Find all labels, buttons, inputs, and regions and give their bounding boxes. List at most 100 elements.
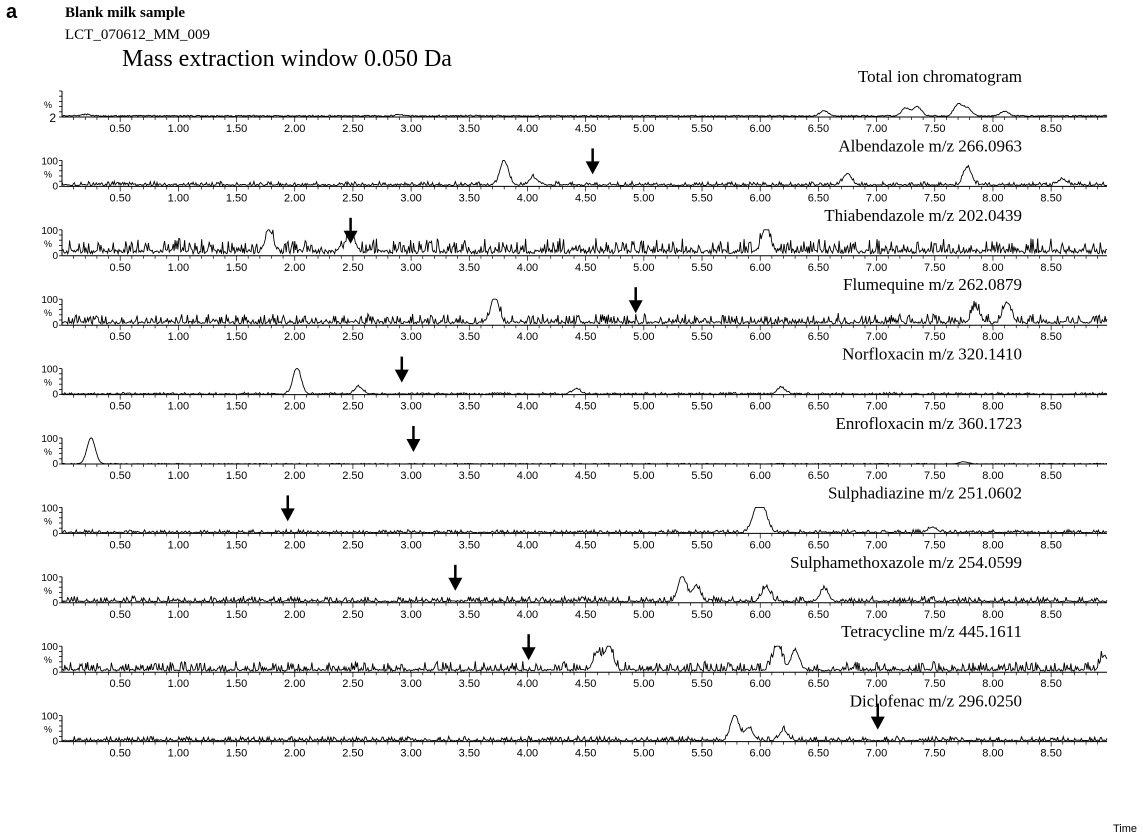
y-tick-label: 0 bbox=[52, 390, 58, 401]
chromatogram-panels: Total ion chromatogram 2% 0.50 1.00 1.50 2.00… bbox=[41, 67, 1108, 760]
x-tick-label: 6.50 bbox=[808, 470, 829, 482]
x-tick-label: 6.50 bbox=[808, 331, 829, 343]
x-tick-label: 4.50 bbox=[575, 539, 596, 551]
x-tick-label: 8.50 bbox=[1040, 123, 1061, 135]
y-tick-label: 100 bbox=[41, 642, 58, 653]
x-tick-label: 2.50 bbox=[342, 123, 363, 135]
x-tick-label: 8.00 bbox=[982, 401, 1003, 413]
panel-title: Tetracycline m/z 445.1611 bbox=[841, 622, 1022, 641]
x-tick-label: 0.50 bbox=[109, 262, 130, 274]
chromatogram-trace bbox=[61, 159, 1108, 188]
x-tick-label: 1.50 bbox=[226, 192, 247, 204]
x-tick-label: 7.50 bbox=[924, 331, 945, 343]
x-tick-label: 1.50 bbox=[226, 123, 247, 135]
x-tick-label: 6.00 bbox=[750, 748, 771, 760]
x-tick-label: 7.50 bbox=[924, 401, 945, 413]
x-tick-label: 0.50 bbox=[109, 470, 130, 482]
x-tick-label: 6.50 bbox=[808, 262, 829, 274]
x-tick-label: 0.50 bbox=[109, 678, 130, 690]
x-tick-label: 6.50 bbox=[808, 401, 829, 413]
x-tick-label: 1.00 bbox=[168, 470, 189, 482]
x-tick-label: 7.50 bbox=[924, 470, 945, 482]
x-tick-label: 2.00 bbox=[284, 123, 305, 135]
down-arrow-icon bbox=[394, 369, 409, 383]
x-tick-label: 3.50 bbox=[459, 748, 480, 760]
down-arrow-icon bbox=[628, 300, 643, 314]
x-tick-label: 2.50 bbox=[342, 331, 363, 343]
chromatogram-panel: Sulphamethoxazole m/z 254.0599 100 0% 0.50 1… bbox=[41, 553, 1108, 621]
x-tick-label: 8.00 bbox=[982, 539, 1003, 551]
x-tick-label: 4.00 bbox=[517, 192, 538, 204]
x-tick-label: 3.00 bbox=[400, 609, 421, 621]
x-tick-label: 5.00 bbox=[633, 539, 654, 551]
y-tick-label: 2 bbox=[49, 111, 56, 125]
x-tick-label: 3.50 bbox=[459, 609, 480, 621]
x-tick-label: 8.00 bbox=[982, 748, 1003, 760]
panel-title: Flumequine m/z 262.0879 bbox=[843, 275, 1022, 294]
x-tick-label: 8.00 bbox=[982, 609, 1003, 621]
x-tick-label: 7.00 bbox=[866, 123, 887, 135]
x-tick-label: 1.00 bbox=[168, 262, 189, 274]
y-tick-label: 0 bbox=[52, 251, 58, 262]
y-axis-label: % bbox=[44, 586, 52, 596]
x-tick-label: 8.50 bbox=[1040, 192, 1061, 204]
x-tick-label: 7.50 bbox=[924, 123, 945, 135]
x-tick-label: 7.00 bbox=[866, 678, 887, 690]
x-tick-label: 4.00 bbox=[517, 678, 538, 690]
x-tick-label: 2.00 bbox=[284, 539, 305, 551]
x-tick-label: 4.50 bbox=[575, 192, 596, 204]
panel-title: Albendazole m/z 266.0963 bbox=[838, 136, 1022, 155]
x-tick-label: 6.50 bbox=[808, 192, 829, 204]
chromatogram-panel: Total ion chromatogram 2% 0.50 1.00 1.50 2.00… bbox=[44, 67, 1108, 135]
x-tick-label: 8.00 bbox=[982, 262, 1003, 274]
x-tick-label: 8.50 bbox=[1040, 331, 1061, 343]
x-tick-label: 0.50 bbox=[109, 748, 130, 760]
x-tick-label: 8.50 bbox=[1040, 401, 1061, 413]
x-tick-label: 0.50 bbox=[109, 331, 130, 343]
x-tick-label: 8.00 bbox=[982, 331, 1003, 343]
y-tick-label: 0 bbox=[52, 459, 58, 470]
x-tick-label: 4.00 bbox=[517, 539, 538, 551]
x-tick-label: 5.00 bbox=[633, 678, 654, 690]
x-tick-label: 1.50 bbox=[226, 470, 247, 482]
y-axis-label: % bbox=[44, 516, 52, 526]
x-tick-label: 3.50 bbox=[459, 470, 480, 482]
x-tick-label: 4.00 bbox=[517, 609, 538, 621]
x-tick-label: 3.50 bbox=[459, 331, 480, 343]
chromatogram-panel: Norfloxacin m/z 320.1410 100 0% 0.50 1.00 1.5… bbox=[41, 345, 1108, 413]
x-tick-label: 3.00 bbox=[400, 539, 421, 551]
y-tick-label: 100 bbox=[41, 226, 58, 237]
x-unit-label: Time bbox=[1113, 823, 1137, 835]
x-tick-label: 4.50 bbox=[575, 331, 596, 343]
x-tick-label: 3.00 bbox=[400, 678, 421, 690]
x-tick-label: 6.00 bbox=[750, 262, 771, 274]
chromatogram-panel: Thiabendazole m/z 202.0439 100 0% 0.50 1.00 1… bbox=[41, 206, 1108, 274]
x-tick-label: 8.00 bbox=[982, 192, 1003, 204]
x-tick-label: 2.00 bbox=[284, 401, 305, 413]
panel-letter: a bbox=[6, 1, 18, 23]
x-tick-label: 6.00 bbox=[750, 678, 771, 690]
x-tick-label: 4.50 bbox=[575, 748, 596, 760]
x-tick-label: 3.50 bbox=[459, 539, 480, 551]
x-tick-label: 5.00 bbox=[633, 262, 654, 274]
panel-title: Enrofloxacin m/z 360.1723 bbox=[836, 414, 1023, 433]
chromatogram-trace bbox=[61, 715, 1108, 743]
x-tick-label: 7.50 bbox=[924, 748, 945, 760]
run-id: LCT_070612_MM_009 bbox=[65, 27, 210, 43]
down-arrow-icon bbox=[280, 508, 295, 522]
x-tick-label: 5.50 bbox=[691, 331, 712, 343]
x-tick-label: 7.00 bbox=[866, 262, 887, 274]
chromatogram-panel: Sulphadiazine m/z 251.0602 100 0% 0.50 1.00 1… bbox=[41, 483, 1108, 551]
x-tick-label: 6.00 bbox=[750, 539, 771, 551]
chromatogram-trace bbox=[61, 645, 1108, 673]
x-tick-label: 2.50 bbox=[342, 401, 363, 413]
x-tick-label: 1.50 bbox=[226, 401, 247, 413]
chromatogram-trace bbox=[61, 102, 1108, 118]
x-tick-label: 1.00 bbox=[168, 678, 189, 690]
x-tick-label: 7.50 bbox=[924, 262, 945, 274]
x-tick-label: 5.00 bbox=[633, 192, 654, 204]
chromatogram-trace bbox=[61, 437, 1108, 465]
x-tick-label: 2.50 bbox=[342, 609, 363, 621]
x-tick-label: 5.50 bbox=[691, 192, 712, 204]
y-tick-label: 100 bbox=[41, 295, 58, 306]
